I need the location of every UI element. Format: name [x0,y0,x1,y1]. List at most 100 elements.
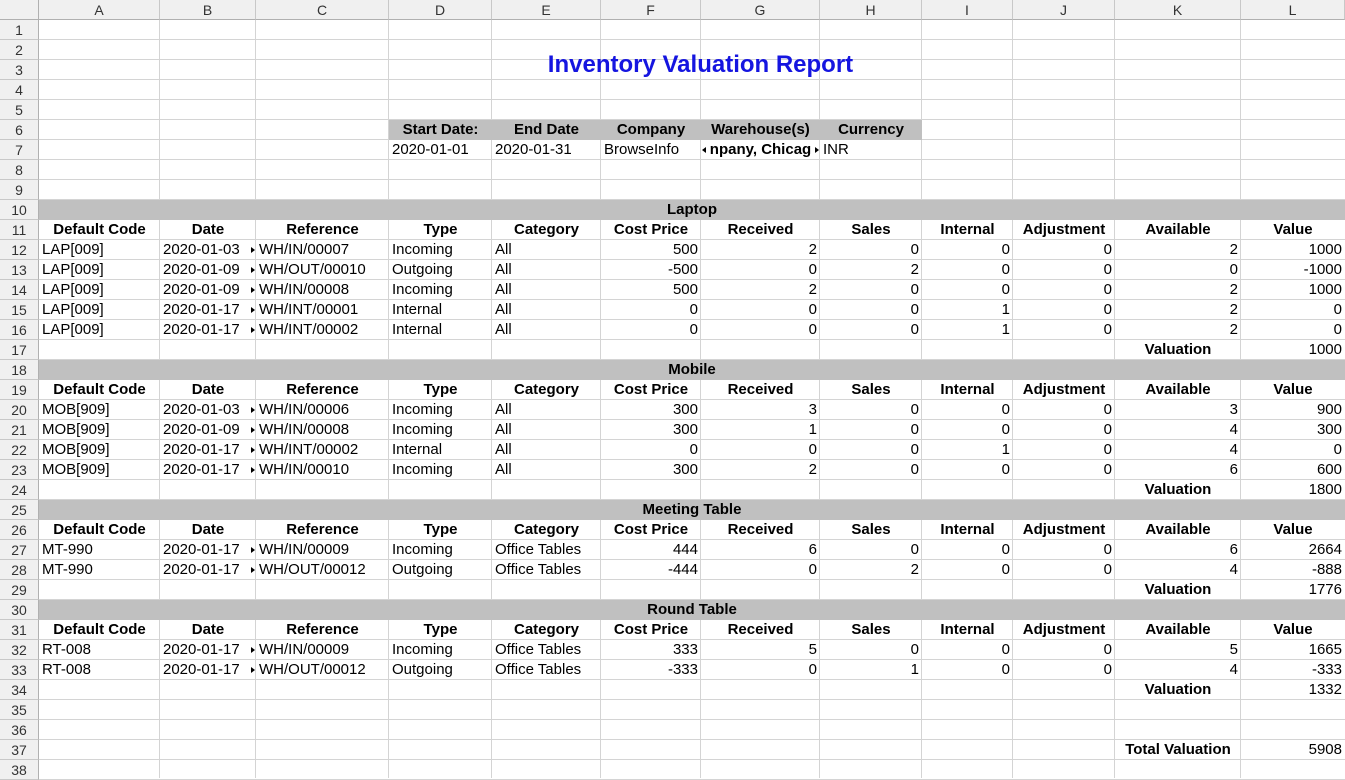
param-header[interactable]: Warehouse(s) [701,120,820,140]
row-header-7[interactable]: 7 [0,140,39,160]
table-cell[interactable]: LAP[009] [42,321,104,338]
table-cell[interactable]: 600 [1316,461,1342,478]
row-header-18[interactable]: 18 [0,360,39,380]
table-cell[interactable]: Office Tables [495,561,582,578]
row-header-19[interactable]: 19 [0,380,39,400]
table-cell[interactable]: LAP[009] [42,241,104,258]
table-cell[interactable]: 2020-01-17 [160,540,256,560]
table-cell[interactable]: Internal [392,321,443,338]
table-cell[interactable]: 1 [1001,321,1010,338]
table-header[interactable]: Default Code [53,521,146,538]
table-cell[interactable]: LAP[009] [42,261,104,278]
table-cell[interactable]: 0 [689,321,698,338]
table-cell[interactable]: WH/IN/00008 [259,421,350,438]
table-cell[interactable]: LAP[009] [42,281,104,298]
valuation-label[interactable]: Valuation [1144,581,1212,598]
table-cell[interactable]: 0 [1001,641,1010,658]
table-cell[interactable]: WH/IN/00006 [259,401,350,418]
table-header[interactable]: Type [423,381,458,398]
table-cell[interactable]: 1 [910,661,919,678]
table-cell[interactable]: 0 [910,281,919,298]
table-cell[interactable]: 0 [1001,461,1010,478]
table-header[interactable]: Internal [940,521,995,538]
table-cell[interactable]: All [495,281,512,298]
table-cell[interactable]: WH/IN/00009 [259,541,350,558]
table-cell[interactable]: 300 [672,461,698,478]
group-title[interactable]: Mobile [668,361,716,378]
table-header[interactable]: Date [191,221,225,238]
table-cell[interactable]: WH/OUT/00010 [259,261,366,278]
table-cell[interactable]: 0 [1103,561,1112,578]
table-cell[interactable]: 3 [808,401,817,418]
table-cell[interactable]: All [495,401,512,418]
row-header-28[interactable]: 28 [0,560,39,580]
table-cell[interactable]: 0 [1103,301,1112,318]
table-cell[interactable]: 5 [1229,641,1238,658]
table-cell[interactable]: 0 [1103,541,1112,558]
table-header[interactable]: Default Code [53,621,146,638]
param-header[interactable]: Currency [820,120,922,140]
column-header-h[interactable]: H [820,0,922,20]
row-header-5[interactable]: 5 [0,100,39,120]
table-header[interactable]: Adjustment [1022,381,1106,398]
table-cell[interactable]: 0 [808,321,817,338]
row-header-4[interactable]: 4 [0,80,39,100]
table-cell[interactable]: 0 [1103,661,1112,678]
row-header-2[interactable]: 2 [0,40,39,60]
column-header-f[interactable]: F [601,0,701,20]
valuation-label[interactable]: Valuation [1144,681,1212,698]
table-cell[interactable]: 2020-01-17 [160,560,256,580]
table-header[interactable]: Type [423,221,458,238]
table-cell[interactable]: 1 [808,421,817,438]
row-header-14[interactable]: 14 [0,280,39,300]
column-header-d[interactable]: D [389,0,492,20]
table-cell[interactable]: 0 [1103,441,1112,458]
table-cell[interactable]: WH/INT/00001 [259,301,359,318]
row-header-36[interactable]: 36 [0,720,39,740]
table-cell[interactable]: 2 [1229,281,1238,298]
table-cell[interactable]: 0 [910,421,919,438]
row-header-17[interactable]: 17 [0,340,39,360]
table-cell[interactable]: 0 [1333,321,1342,338]
table-cell[interactable]: 0 [1103,281,1112,298]
param-header[interactable]: End Date [492,120,601,140]
table-cell[interactable]: Internal [392,441,443,458]
table-cell[interactable]: 1000 [1308,241,1342,258]
row-header-8[interactable]: 8 [0,160,39,180]
table-header[interactable]: Received [727,381,794,398]
total-valuation-label[interactable]: Total Valuation [1125,741,1231,758]
table-cell[interactable]: All [495,241,512,258]
table-cell[interactable]: 6 [808,541,817,558]
row-header-16[interactable]: 16 [0,320,39,340]
table-header[interactable]: Value [1273,381,1313,398]
column-header-b[interactable]: B [160,0,256,20]
table-cell[interactable]: WH/IN/00010 [259,461,350,478]
table-cell[interactable]: 300 [672,401,698,418]
table-header[interactable]: Date [191,381,225,398]
table-cell[interactable]: All [495,441,512,458]
table-cell[interactable]: MOB[909] [42,441,110,458]
table-cell[interactable]: All [495,301,512,318]
table-cell[interactable]: 2020-01-17 [160,320,256,340]
column-header-a[interactable]: A [39,0,160,20]
table-cell[interactable]: 0 [1001,561,1010,578]
table-cell[interactable]: -500 [667,261,698,278]
table-cell[interactable]: All [495,421,512,438]
table-header[interactable]: Category [513,221,580,238]
table-cell[interactable]: MT-990 [42,541,93,558]
table-cell[interactable]: 0 [1103,421,1112,438]
table-header[interactable]: Date [191,621,225,638]
table-header[interactable]: Type [423,621,458,638]
table-header[interactable]: Received [727,221,794,238]
table-cell[interactable]: 2664 [1308,541,1342,558]
table-cell[interactable]: 0 [1103,461,1112,478]
table-cell[interactable]: 0 [808,661,817,678]
table-cell[interactable]: 1 [1001,301,1010,318]
table-cell[interactable]: 4 [1229,661,1238,678]
column-header-l[interactable]: L [1241,0,1345,20]
table-cell[interactable]: Office Tables [495,661,582,678]
column-header-k[interactable]: K [1115,0,1241,20]
table-header[interactable]: Value [1273,521,1313,538]
param-header[interactable]: Start Date: [389,120,492,140]
param-value[interactable]: INR [823,141,849,158]
